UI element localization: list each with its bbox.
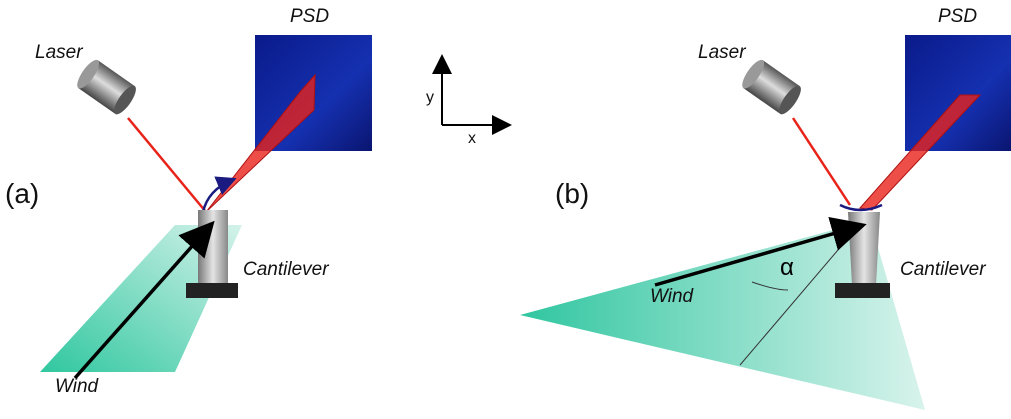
- wind-label: Wind: [55, 376, 100, 397]
- axes: y x: [426, 54, 512, 147]
- psd: [905, 35, 1011, 151]
- deflection-arrow: [201, 176, 237, 213]
- wind-arrow: [73, 220, 215, 380]
- laser-beam: [791, 117, 852, 206]
- base: [835, 283, 890, 298]
- panel-a: Laser PSD (a) Cantilever Wind: [5, 6, 372, 397]
- laser-label: Laser: [698, 42, 746, 63]
- cantilever-label: Cantilever: [243, 259, 329, 280]
- y-axis-label: y: [426, 89, 434, 106]
- laser: [77, 59, 136, 115]
- deflection-arc: [839, 203, 883, 212]
- panel-label: (a): [5, 178, 39, 209]
- wind-sheet: [520, 220, 925, 410]
- angle-label: α: [780, 254, 794, 281]
- wind-arrow: [654, 216, 867, 287]
- reference-line: [739, 229, 856, 366]
- laser-label: Laser: [35, 42, 83, 63]
- psd-label: PSD: [290, 6, 329, 27]
- wind-sheet: [40, 225, 242, 372]
- base: [186, 283, 238, 298]
- panel-label: (b): [555, 178, 589, 209]
- panel-b: Laser PSD (b) Cantilever Wind α: [520, 6, 1011, 410]
- psd-label: PSD: [938, 6, 977, 27]
- angle-arc: [751, 281, 789, 291]
- cantilever-label: Cantilever: [900, 259, 986, 280]
- wind-label: Wind: [650, 286, 695, 307]
- x-axis-label: x: [468, 130, 476, 147]
- cantilever: [848, 212, 880, 285]
- laser: [742, 59, 801, 115]
- laser-beam: [127, 117, 207, 213]
- cantilever: [198, 210, 228, 285]
